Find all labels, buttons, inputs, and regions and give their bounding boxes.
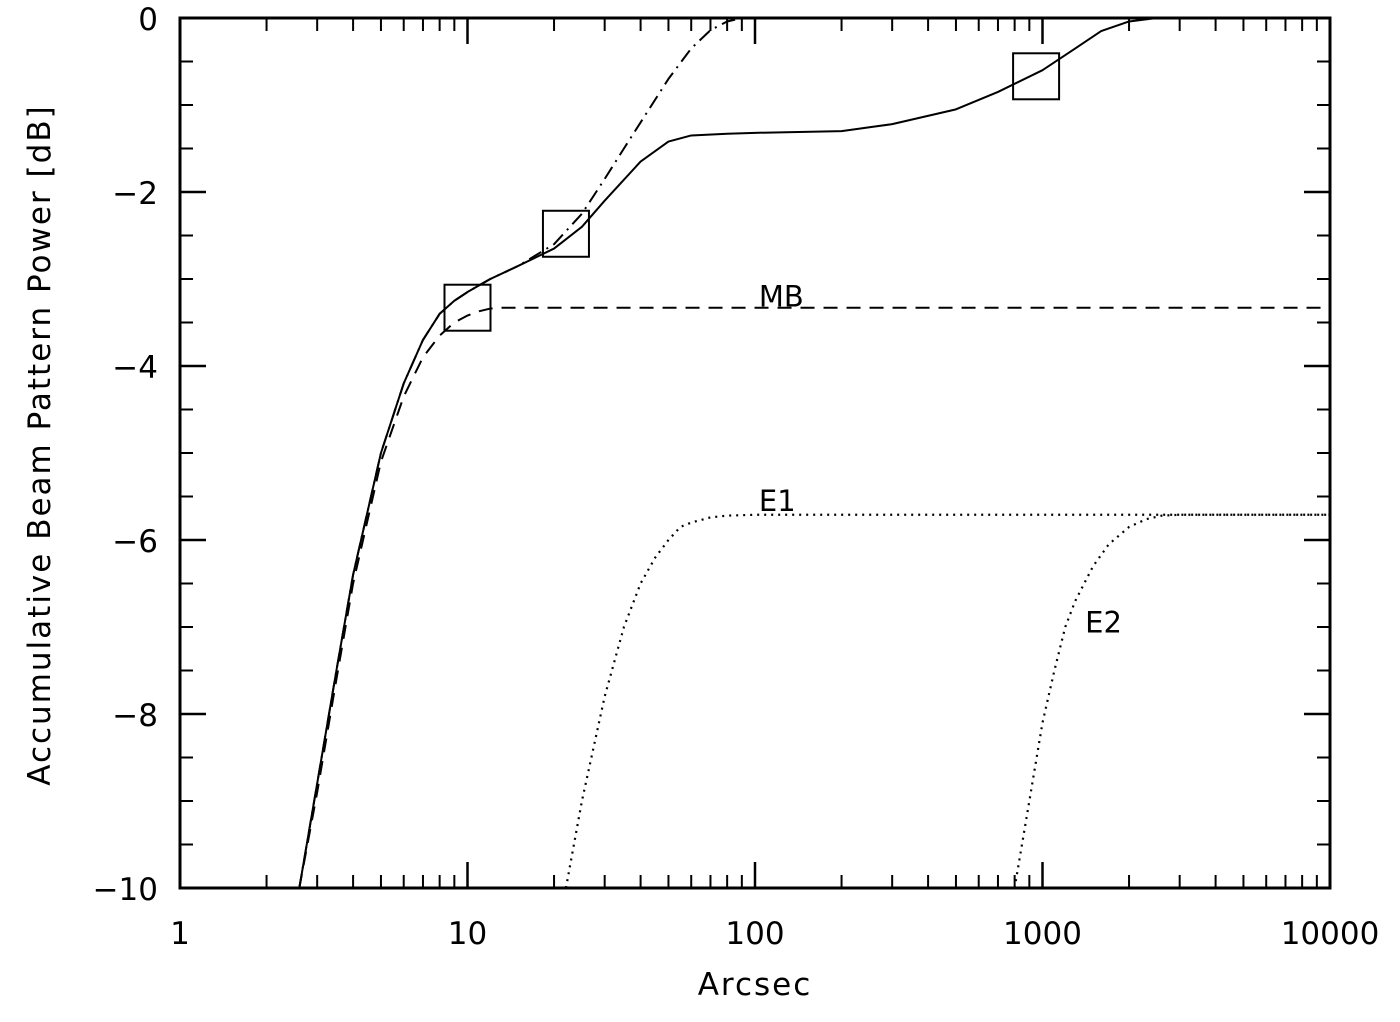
annotation-layer: MB E1 E2: [759, 279, 1122, 639]
x-tick-label: 100: [725, 916, 784, 952]
x-axis-ticks: 1 10 100 1000 10000: [170, 18, 1379, 952]
x-axis-title: Arcsec: [698, 967, 813, 1003]
series-line-solid-0: [298, 18, 1330, 888]
series-line-e2: [1013, 513, 1330, 888]
y-axis-title: Accumulative Beam Pattern Power [dB]: [22, 104, 58, 785]
square-marker-2: [541, 209, 590, 258]
y-tick-label: 0: [138, 2, 158, 38]
y-tick-label: −2: [112, 176, 158, 212]
series-label-e2: E2: [1085, 606, 1122, 640]
series-label-mb: MB: [759, 279, 804, 313]
x-tick-label: 10: [448, 916, 487, 952]
series-line-e1: [564, 513, 1330, 888]
series-line-dashdot-1: [298, 18, 743, 888]
plot-frame: [178, 16, 1332, 890]
square-marker-1: [443, 283, 492, 332]
series-line-mb: [298, 306, 1330, 888]
x-tick-label: 1000: [1003, 916, 1082, 952]
series-layer: [298, 18, 1330, 888]
series-label-e1: E1: [759, 484, 796, 518]
y-tick-label: −4: [112, 350, 158, 386]
y-tick-label: −8: [112, 698, 158, 734]
x-tick-label: 10000: [1281, 916, 1380, 952]
y-tick-label: −10: [93, 872, 158, 908]
square-marker-3: [1012, 52, 1061, 101]
marker-layer: [443, 52, 1061, 332]
y-tick-label: −6: [112, 524, 158, 560]
y-axis-ticks: 0 −2 −4 −6 −8 −10: [93, 2, 1330, 908]
x-tick-label: 1: [170, 916, 190, 952]
